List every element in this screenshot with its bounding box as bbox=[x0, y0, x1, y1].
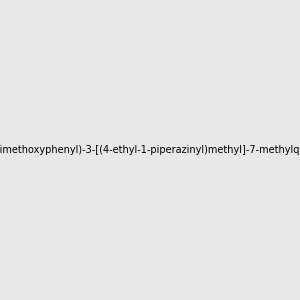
Text: 2-(3,4-dimethoxyphenyl)-3-[(4-ethyl-1-piperazinyl)methyl]-7-methylquinoline: 2-(3,4-dimethoxyphenyl)-3-[(4-ethyl-1-pi… bbox=[0, 145, 300, 155]
